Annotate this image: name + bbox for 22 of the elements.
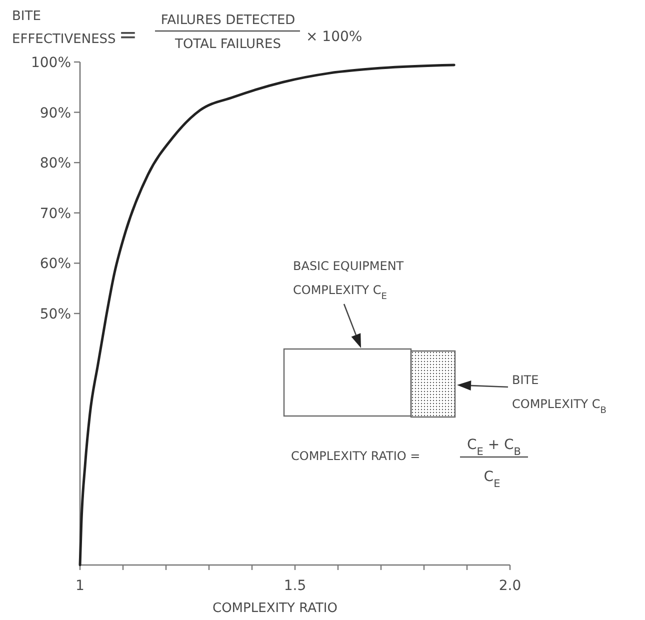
text: × 100% (306, 29, 362, 45)
annotation: C$_{E}$ (484, 469, 500, 490)
annotation: COMPLEXITY C$_{E}$ (293, 283, 388, 302)
x-tick-label: 1.5 (284, 578, 306, 594)
y-tick-label: 50% (40, 306, 71, 322)
y-tick-label: 60% (40, 256, 71, 272)
text: COMPLEXITY C$_{B}$ (512, 397, 606, 416)
annotation: BASIC EQUIPMENT (293, 259, 404, 273)
annotation: COMPLEXITY RATIO = (291, 449, 420, 463)
y-tick-label: 70% (40, 206, 71, 222)
y-tick-label: 100% (30, 55, 71, 71)
annotation: C$_{E}$ + C$_{B}$ (466, 437, 522, 458)
x-tick-label: 1 (76, 578, 84, 594)
x-axis-title: COMPLEXITY RATIO (212, 601, 338, 616)
text: FAILURES DETECTED (160, 13, 296, 28)
text: TOTAL FAILURES (174, 37, 281, 52)
y-tick-label: 80% (40, 156, 71, 172)
text: BITE (512, 373, 539, 387)
y-axis-title: BITE EFFECTIVENESS (12, 9, 116, 47)
x-tick-label: 2.0 (498, 578, 522, 594)
text: = (118, 23, 138, 48)
y-tick-label: 90% (40, 105, 71, 122)
